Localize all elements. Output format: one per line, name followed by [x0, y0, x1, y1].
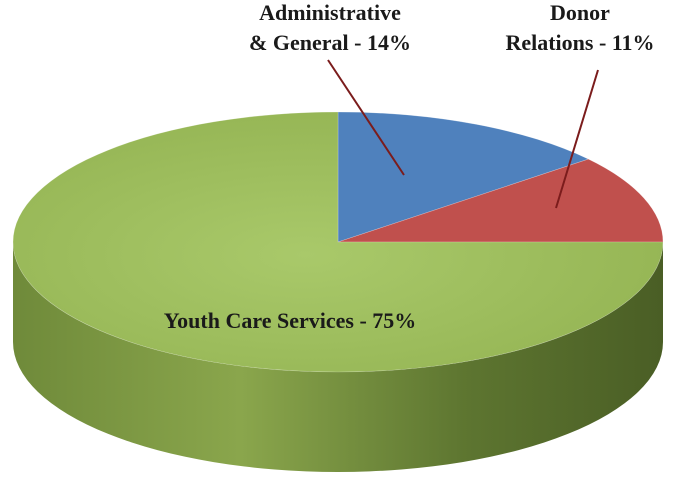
slice-labels: Administrative & General - 14% Donor Relati… [164, 0, 655, 333]
slice-label-1-line-0: Donor [550, 0, 610, 25]
pie-slice-1 [337, 158, 664, 243]
slice-label-0-line-1: & General - 14% [249, 30, 411, 55]
leader-line-1 [555, 69, 599, 209]
pie-top-layer [12, 111, 664, 373]
pie-side-layer [13, 242, 663, 472]
pie-slice-0 [337, 111, 590, 243]
leader-lines [327, 59, 599, 209]
slice-label-0-line-0: Administrative [259, 0, 401, 25]
leader-line-0 [327, 59, 405, 176]
slice-label-2-line-0: Youth Care Services - 75% [164, 308, 417, 333]
pie-slice-2 [12, 111, 664, 373]
slice-label-1-line-1: Relations - 11% [505, 30, 654, 55]
pie-side-2 [13, 242, 663, 472]
